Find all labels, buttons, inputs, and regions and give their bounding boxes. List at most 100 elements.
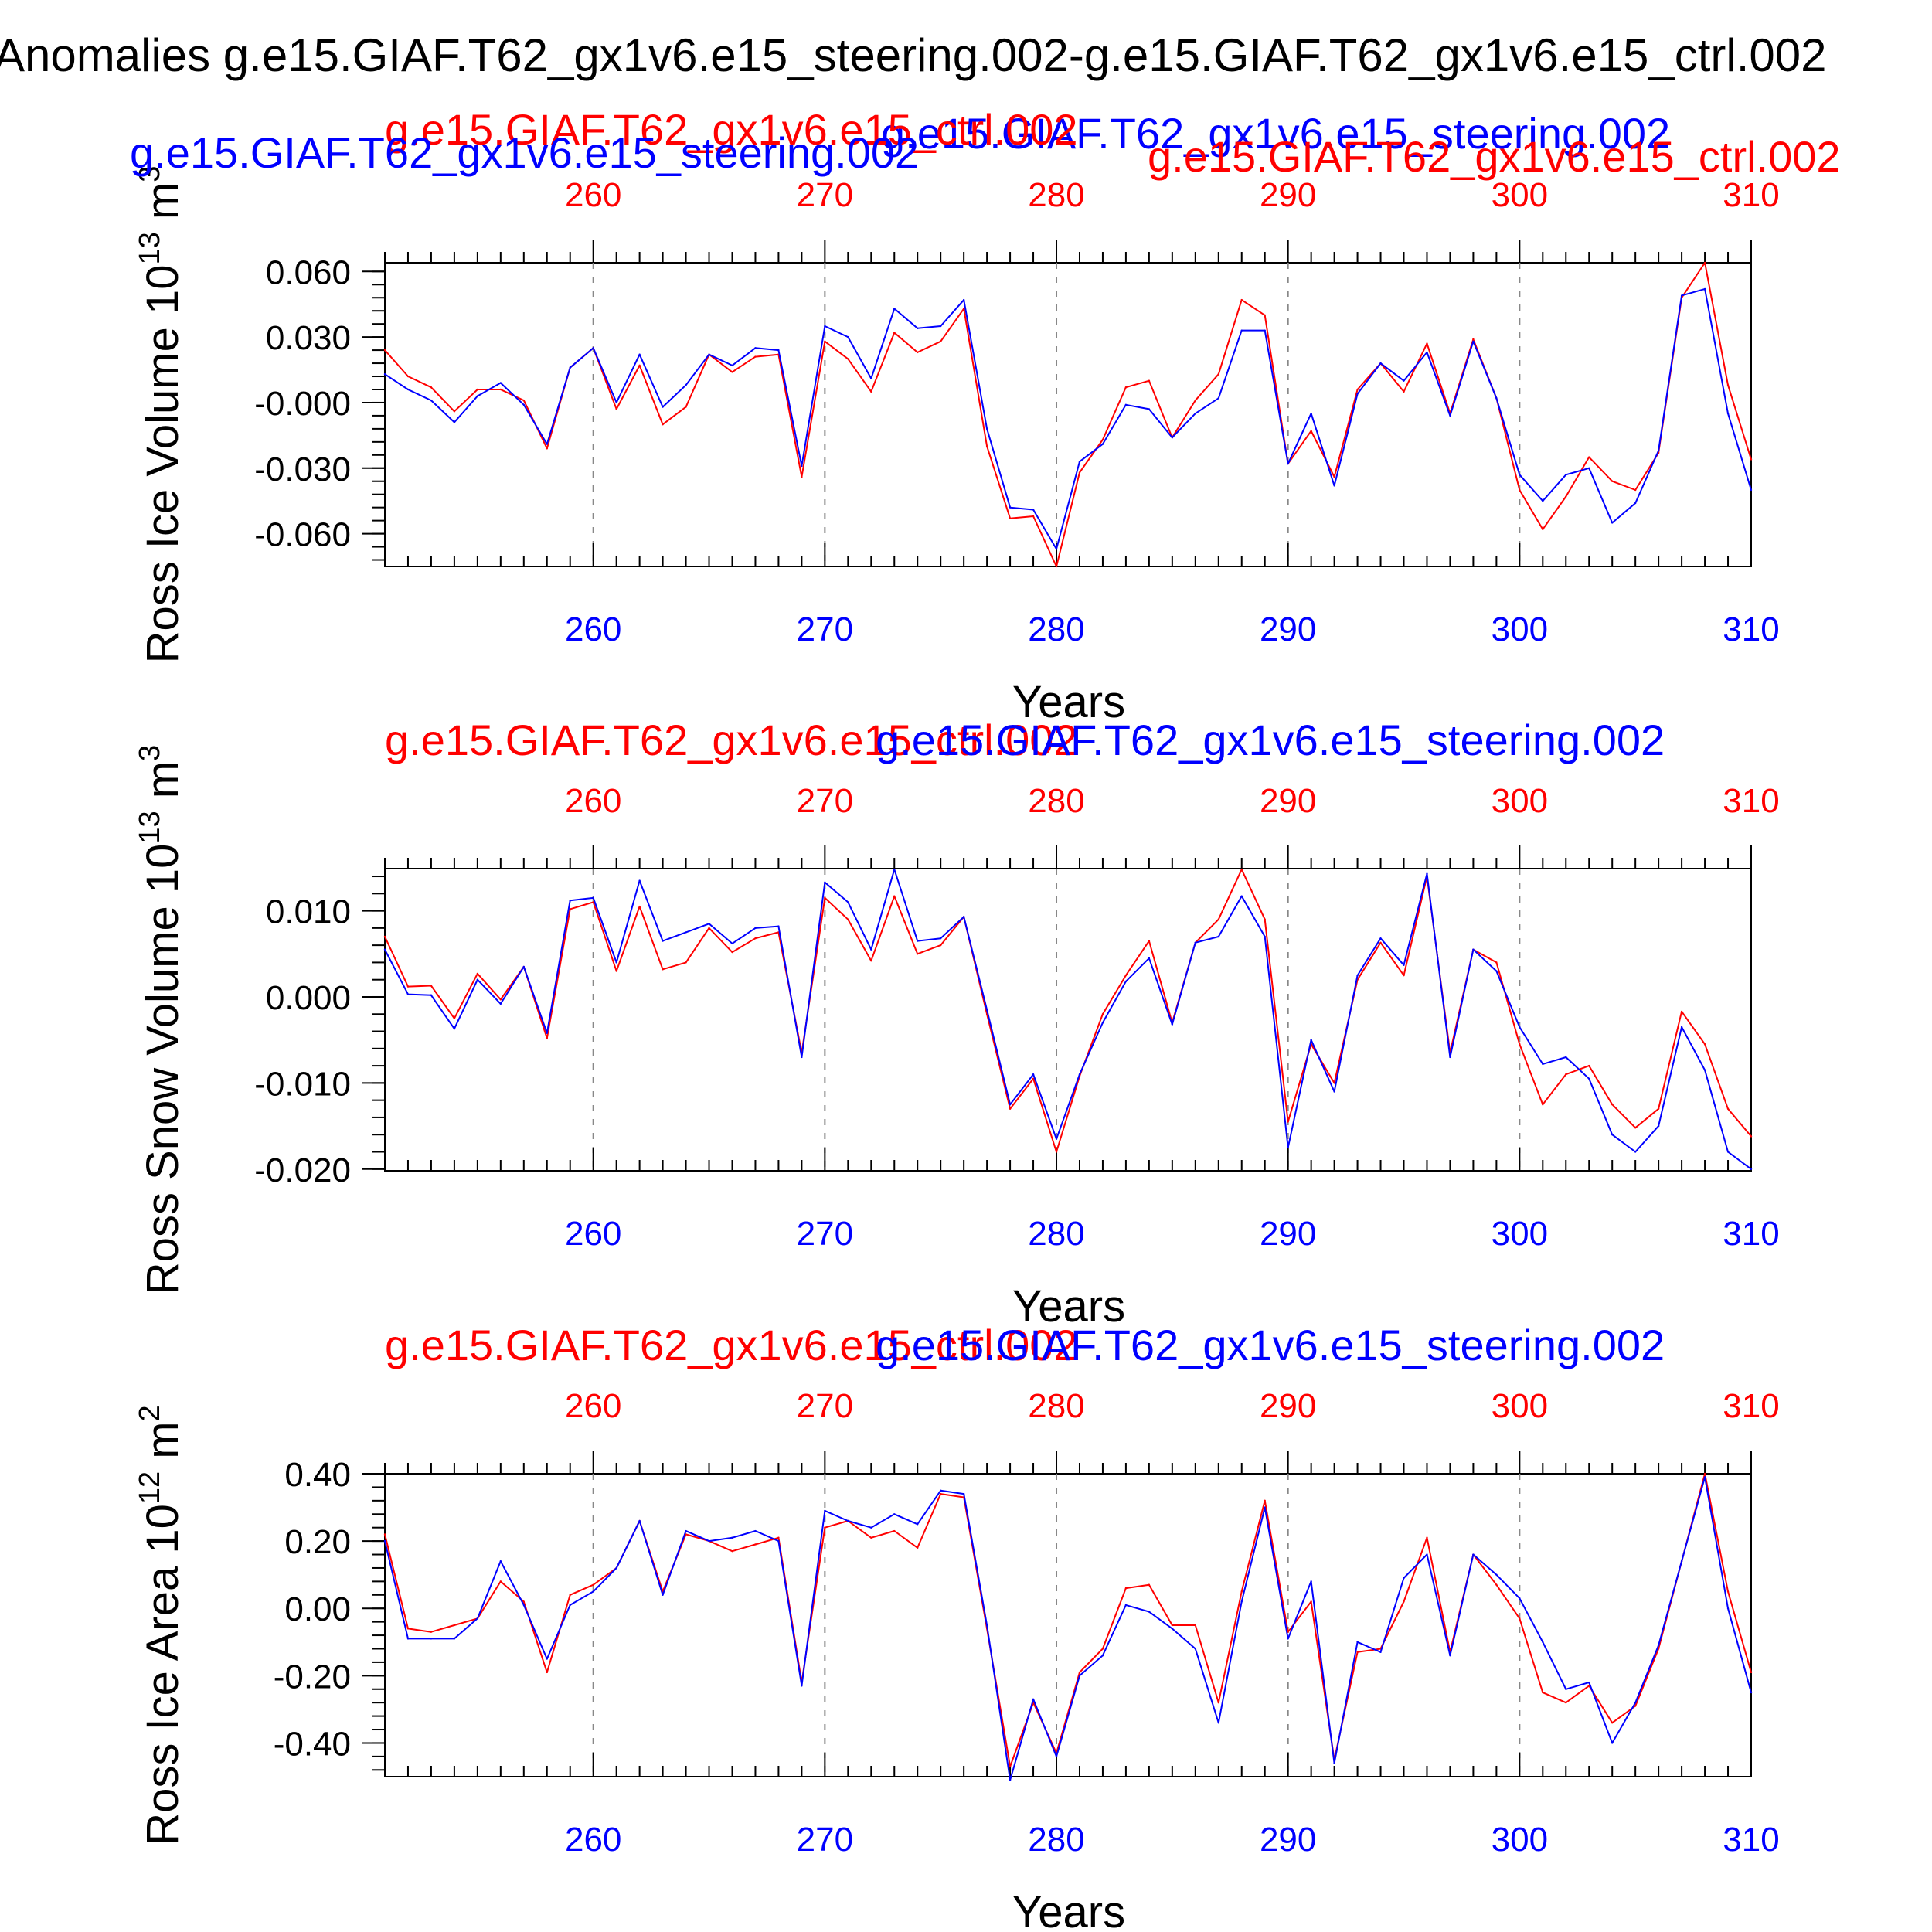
data-point-ctrl (1264, 314, 1266, 317)
data-point-ctrl (754, 355, 757, 358)
data-point-steering (662, 1594, 664, 1596)
data-point-steering (1703, 287, 1706, 291)
data-point-steering (1657, 1644, 1660, 1647)
data-point-ctrl (546, 1671, 548, 1674)
data-point-steering (708, 923, 710, 925)
y-axis-label-unit: m (138, 761, 188, 811)
data-point-ctrl (430, 1631, 433, 1633)
data-point-ctrl (546, 447, 548, 450)
data-point-steering (1403, 379, 1405, 382)
data-point-ctrl (1055, 1151, 1058, 1153)
data-point-ctrl (1217, 372, 1219, 376)
data-point-steering (1680, 1560, 1683, 1563)
x-tick-label-bottom: 260 (565, 1215, 621, 1253)
data-point-steering (1565, 474, 1567, 476)
data-point-ctrl (847, 358, 849, 360)
data-point-ctrl (383, 1533, 386, 1536)
data-point-steering (1078, 1073, 1081, 1076)
data-point-steering (499, 1002, 502, 1005)
data-point-steering (1565, 1056, 1567, 1059)
data-point-ctrl (1264, 918, 1266, 920)
data-point-steering (1078, 461, 1081, 463)
data-point-ctrl (1588, 456, 1590, 458)
data-point-steering (1217, 935, 1219, 938)
data-point-steering (476, 978, 479, 981)
data-point-ctrl (1148, 1583, 1151, 1586)
x-tick-label-top: 310 (1723, 1387, 1779, 1425)
data-point-ctrl (592, 901, 594, 903)
data-point-ctrl (1171, 1624, 1174, 1627)
data-point-steering (1726, 1607, 1730, 1610)
data-point-steering (847, 901, 849, 903)
data-point-ctrl (1611, 480, 1614, 482)
data-point-steering (1703, 1069, 1706, 1071)
data-point-steering (985, 1009, 988, 1011)
data-point-steering (615, 401, 617, 404)
plot-frame (384, 868, 1752, 1172)
data-point-ctrl (569, 908, 571, 910)
data-point-ctrl (1032, 515, 1035, 518)
data-point-steering (1519, 1597, 1521, 1600)
panel1-legend-extra-ctrl: g.e15.GIAF.T62_gx1v6.e15_ctrl.002 (1148, 132, 1841, 181)
data-point-steering (708, 353, 710, 355)
data-point-steering (754, 927, 757, 930)
data-point-steering (1148, 1611, 1151, 1613)
data-point-ctrl (824, 1526, 826, 1529)
data-point-steering (731, 364, 733, 367)
data-point-steering (1703, 1476, 1706, 1478)
data-point-steering (1472, 340, 1475, 342)
data-point-ctrl (917, 953, 919, 955)
data-point-ctrl (1194, 1624, 1197, 1627)
data-point-steering (1264, 935, 1266, 938)
data-point-ctrl (1333, 1082, 1335, 1084)
data-point-ctrl (1310, 1600, 1312, 1603)
data-point-ctrl (1472, 338, 1475, 341)
data-point-steering (569, 900, 571, 902)
data-point-ctrl (406, 375, 410, 378)
data-point-steering (1356, 974, 1359, 977)
data-point-ctrl (1634, 1705, 1637, 1707)
data-point-ctrl (383, 935, 386, 938)
x-tick-label-top: 270 (797, 1387, 853, 1425)
data-point-steering (1750, 1168, 1753, 1170)
data-point-ctrl (1240, 298, 1243, 301)
data-point-steering (1611, 1134, 1614, 1136)
data-point-ctrl (1726, 384, 1730, 386)
x-tick-label-bottom: 310 (1723, 1215, 1779, 1253)
x-tick-label-bottom: 280 (1028, 1215, 1084, 1253)
data-point-steering (939, 937, 942, 940)
data-point-ctrl (1542, 528, 1544, 531)
data-point-steering (801, 1685, 803, 1687)
data-point-ctrl (499, 998, 502, 1001)
data-point-ctrl (1703, 1472, 1706, 1475)
x-tick-label-top: 310 (1723, 782, 1779, 820)
y-axis-label-exponent: 12 (134, 1471, 166, 1504)
data-point-ctrl (1750, 1135, 1753, 1138)
data-point-steering (1194, 412, 1197, 415)
data-point-steering (870, 377, 872, 380)
figure-title: Anomalies g.e15.GIAF.T62_gx1v6.e15_steer… (0, 29, 1827, 81)
data-point-steering (685, 384, 687, 386)
series-line-steering (384, 1476, 1752, 1781)
data-point-ctrl (1148, 379, 1151, 382)
y-axis-label-unit-exponent: 3 (134, 166, 166, 182)
data-point-ctrl (731, 1549, 733, 1553)
data-point-steering (1101, 1655, 1104, 1657)
data-point-steering (453, 1027, 456, 1030)
data-point-steering (801, 464, 803, 468)
chart-panel-ross-ice-area: 0.40 0.20 0.00 -0.20 -0.40 260 260 270 270 280 280… (134, 1321, 1780, 1932)
data-point-steering (1287, 1146, 1289, 1149)
data-point-ctrl (708, 927, 710, 930)
data-point-steering (546, 1032, 548, 1034)
data-point-ctrl (1750, 458, 1753, 461)
data-point-steering (917, 327, 919, 330)
data-point-steering (1726, 412, 1730, 415)
data-point-steering (777, 925, 780, 927)
x-tick-label-bottom: 260 (565, 611, 621, 648)
data-point-ctrl (917, 351, 919, 354)
data-point-steering (824, 325, 826, 328)
data-point-steering (1124, 980, 1128, 983)
data-point-steering (1264, 1506, 1266, 1509)
y-tick-label: -0.000 (254, 385, 351, 423)
